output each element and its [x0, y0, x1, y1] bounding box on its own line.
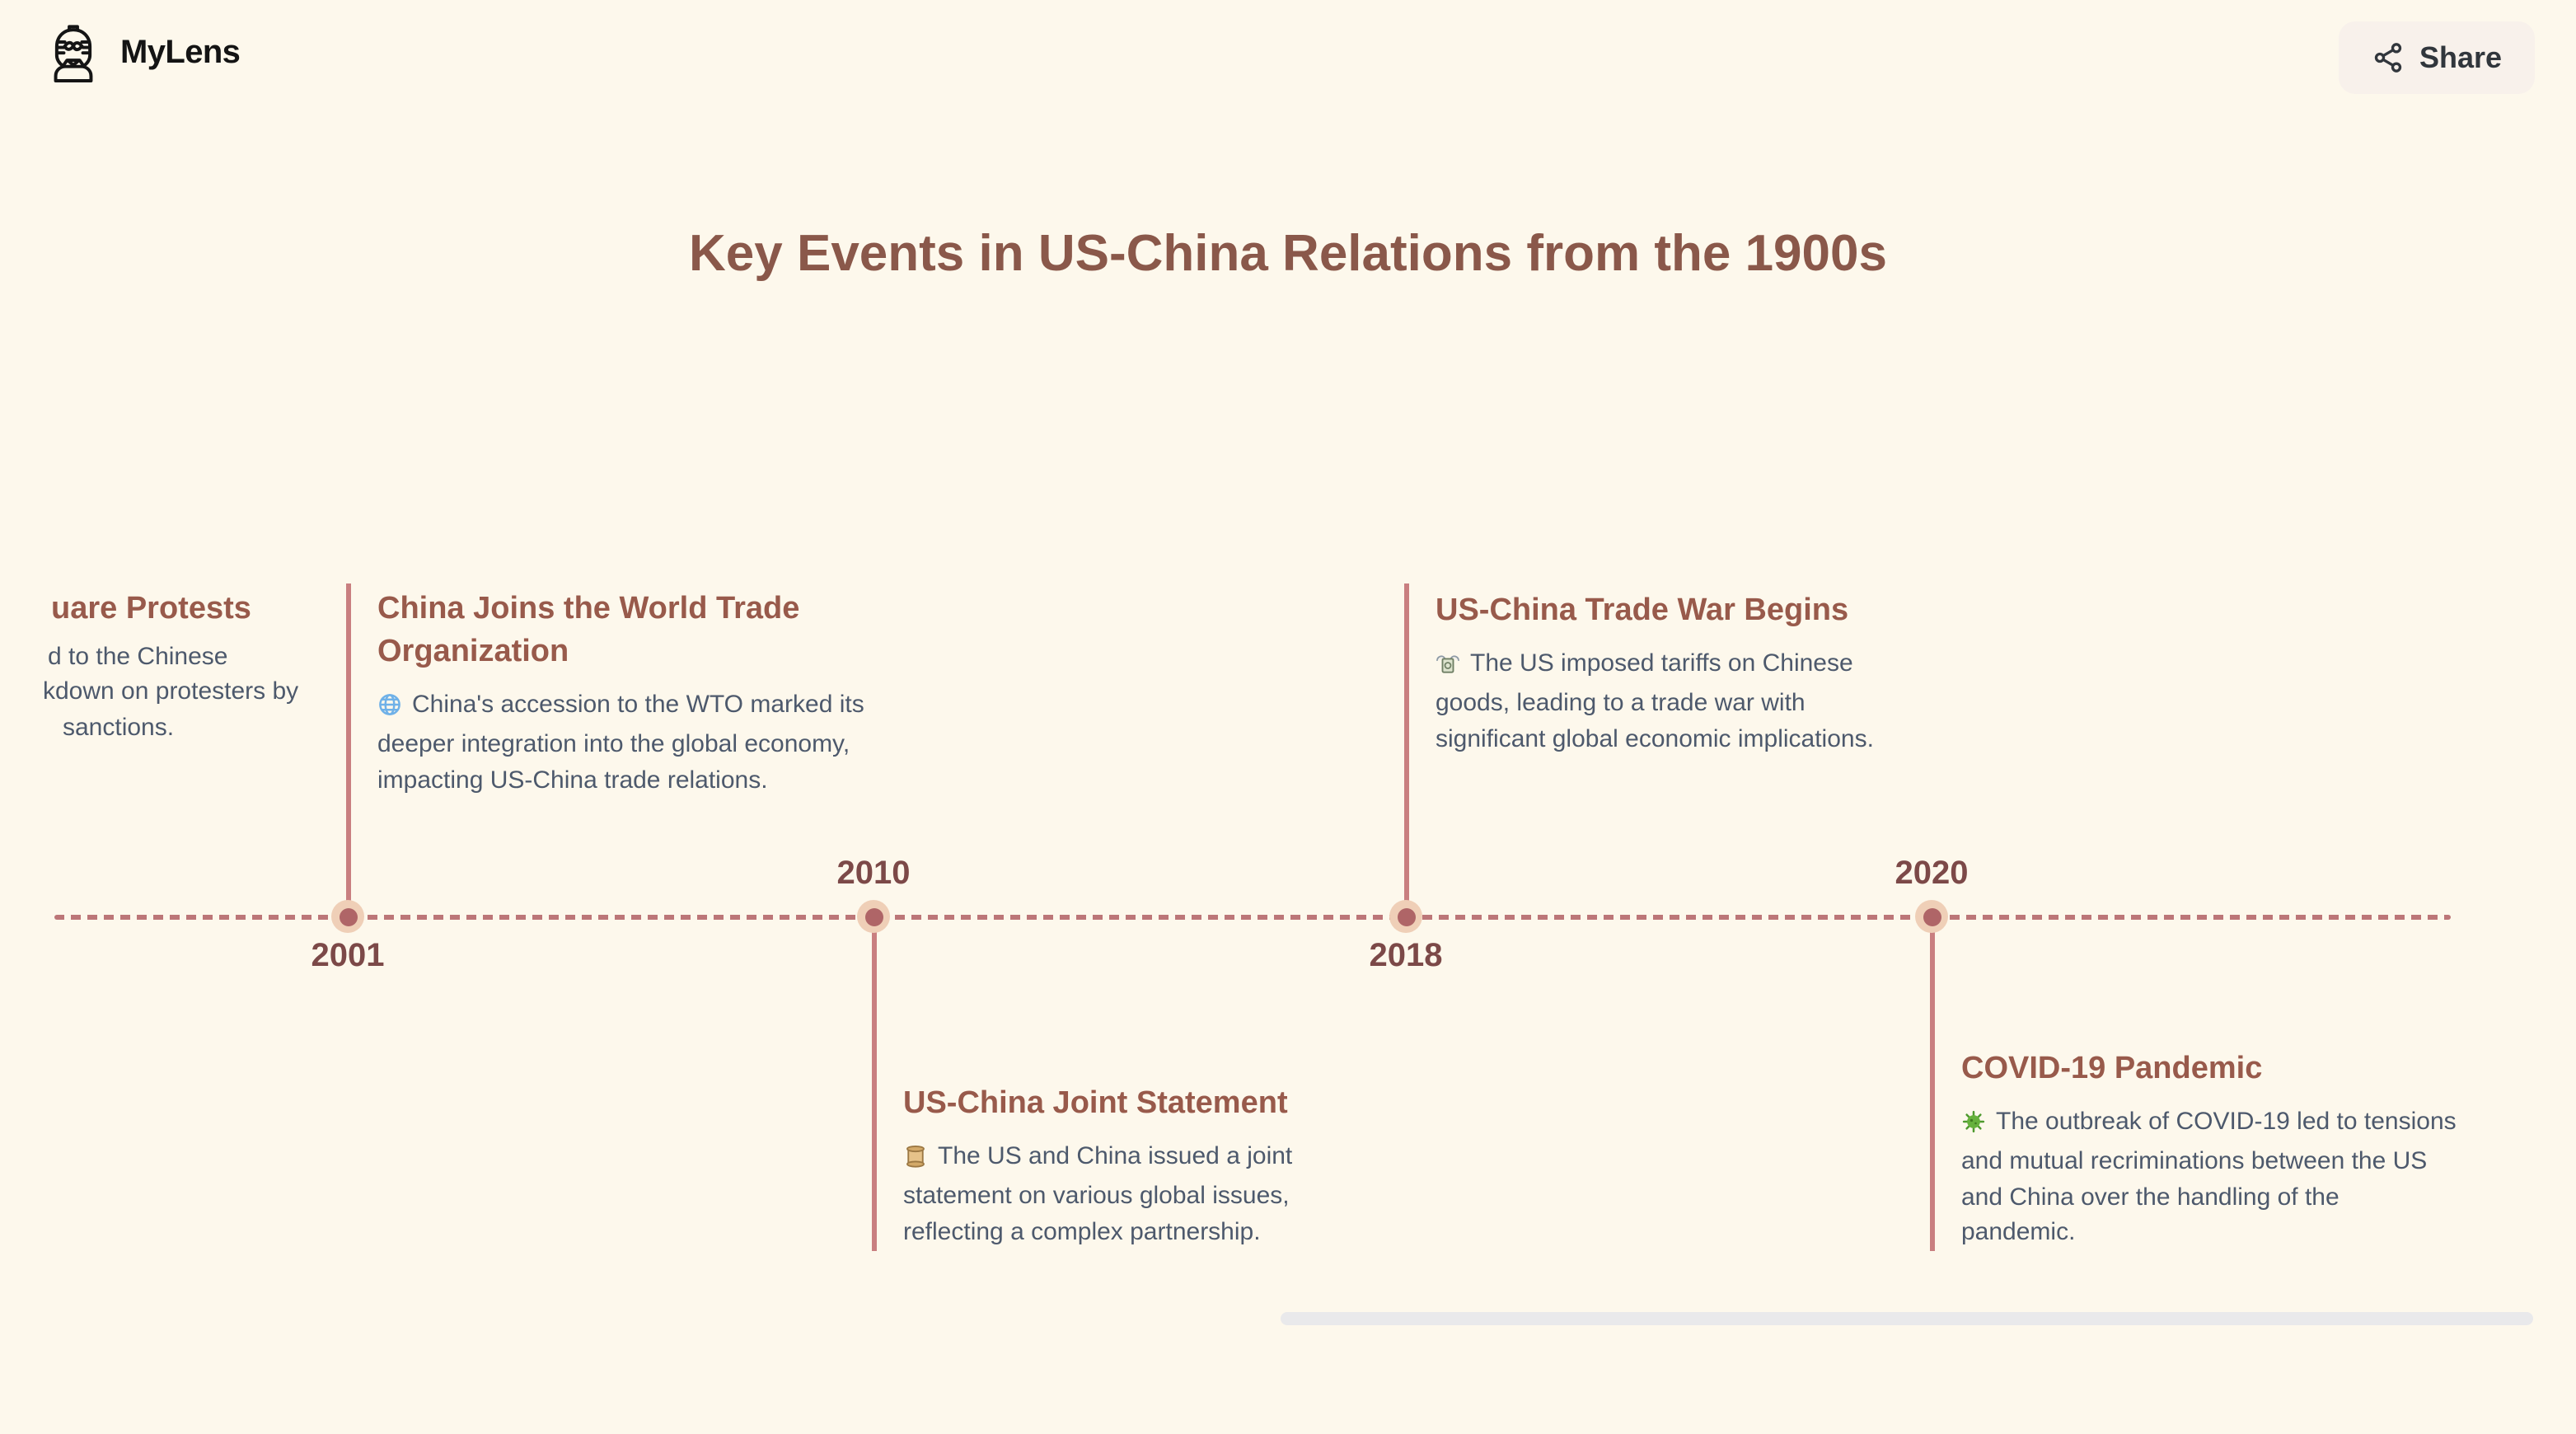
money-wings-icon [1436, 651, 1460, 687]
scroll-icon [903, 1144, 928, 1179]
virus-icon [1961, 1109, 1986, 1145]
year-label: 2001 [311, 938, 385, 974]
page-title: Key Events in US-China Relations from th… [689, 224, 1887, 282]
brand-name: MyLens [120, 35, 241, 71]
event-title: China Joins the World Trade Organization [377, 592, 800, 669]
globe-icon [377, 692, 402, 728]
year-label: 2020 [1895, 855, 1969, 892]
event-description-line: sanctions. [63, 714, 175, 742]
timeline-dot [331, 900, 364, 933]
event-connector-line [1404, 583, 1409, 916]
event-title: US-China Joint Statement [903, 1086, 1288, 1121]
event-card: US-China Trade War Begins The US imposed… [1436, 590, 1874, 757]
event-description-line: kdown on protesters by [43, 677, 299, 705]
event-title: uare Protests [51, 592, 251, 626]
event-description: China's accession to the WTO marked its … [377, 691, 864, 794]
event-description: The US imposed tariffs on Chinese goods,… [1436, 649, 1874, 753]
timeline-dot [857, 900, 890, 933]
share-button-label: Share [2419, 40, 2502, 73]
event-card: China Joins the World Trade Organization… [377, 588, 864, 798]
event-card: US-China Joint Statement The US and Chin… [903, 1083, 1292, 1249]
year-label: 2018 [1369, 938, 1443, 974]
timeline-dot [1389, 900, 1422, 933]
event-description: The US and China issued a joint statemen… [903, 1142, 1293, 1246]
share-icon [2374, 43, 2402, 73]
timeline-dot [1915, 900, 1948, 933]
share-button[interactable]: Share [2338, 21, 2535, 94]
event-card: COVID-19 Pandemic The outbreak of COVI [1961, 1048, 2457, 1249]
event-connector-line [346, 583, 351, 916]
brand-logo[interactable]: MyLens [46, 23, 241, 84]
event-connector-line [1930, 916, 1935, 1251]
event-description: The outbreak of COVID-19 led to tensions… [1961, 1108, 2457, 1246]
header: MyLens Share [0, 0, 2576, 115]
timeline-axis-dashed-line [54, 915, 2451, 920]
event-title: COVID-19 Pandemic [1961, 1052, 2263, 1086]
horizontal-scrollbar-thumb[interactable] [1281, 1312, 2533, 1325]
event-connector-line [872, 916, 877, 1251]
event-title: US-China Trade War Begins [1436, 593, 1849, 628]
year-label: 2010 [836, 855, 911, 892]
event-description-line: d to the Chinese [48, 643, 228, 671]
pharaoh-logo-icon [46, 23, 101, 84]
